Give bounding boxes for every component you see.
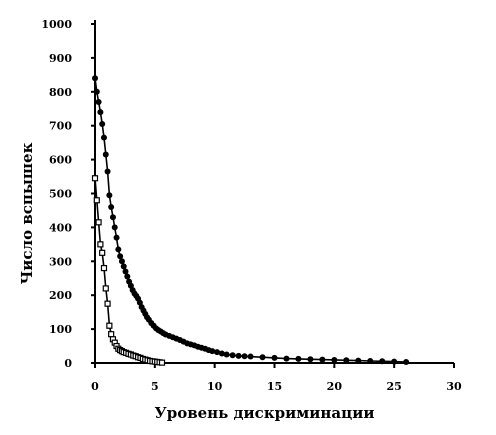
data-point (331, 356, 338, 363)
data-point (355, 357, 362, 364)
data-point (271, 354, 278, 361)
data-point (93, 197, 100, 204)
data-point (97, 241, 104, 248)
data-point (108, 204, 115, 211)
data-point (92, 75, 98, 82)
data-point (106, 322, 113, 329)
data-point (95, 219, 102, 226)
data-point (241, 353, 248, 360)
data-point (91, 175, 99, 182)
data-point (113, 234, 120, 241)
data-point (102, 151, 109, 158)
x-tick-label: 10 (207, 380, 223, 393)
data-point (93, 88, 100, 95)
data-point (235, 352, 242, 359)
data-point (283, 355, 290, 362)
data-point (307, 356, 314, 363)
y-tick-label: 500 (49, 188, 72, 201)
data-point (115, 246, 122, 253)
y-tick-label: 600 (49, 154, 72, 167)
y-axis-title: Число вспышек (18, 142, 36, 284)
y-tick-label: 300 (49, 255, 72, 268)
y-tick-label: 200 (49, 289, 72, 302)
data-point (95, 98, 102, 105)
data-point (218, 350, 225, 357)
y-tick-label: 1000 (41, 18, 72, 31)
data-point (97, 109, 104, 116)
data-point (403, 358, 410, 365)
y-tick-label: 0 (64, 357, 72, 370)
data-point (319, 356, 326, 363)
data-point (259, 354, 266, 361)
labels: 0 100 200 300 400 500 600 700 800 900 1000 0 5 10 15 20… (18, 18, 462, 422)
data-point (118, 258, 125, 265)
data-point (106, 192, 113, 199)
data-point (104, 300, 111, 307)
x-tick-label: 0 (91, 380, 99, 393)
data-point (99, 121, 106, 128)
data-point (102, 285, 109, 292)
data-point (104, 168, 111, 175)
x-tick-label: 5 (151, 380, 159, 393)
y-tick-label: 400 (49, 221, 72, 234)
data-point (99, 249, 106, 256)
data-point (229, 352, 236, 359)
data-point (391, 358, 398, 365)
x-tick-label: 20 (327, 380, 343, 393)
y-tick-label: 800 (49, 86, 72, 99)
data-point (122, 268, 129, 275)
data-point (158, 359, 166, 366)
data-point (223, 351, 230, 358)
series-1 (92, 75, 410, 365)
data-point (214, 349, 221, 356)
series-1-line (94, 78, 407, 363)
data-point (247, 353, 254, 360)
data-point (111, 224, 118, 231)
y-tick-label: 700 (49, 120, 72, 133)
data-point (109, 214, 116, 221)
data-point (100, 264, 108, 272)
x-tick-label: 25 (387, 380, 402, 393)
series-layer (91, 75, 410, 366)
data-point (108, 331, 115, 338)
data-point (295, 355, 302, 362)
x-axis-title: Уровень дискриминации (155, 404, 375, 422)
y-tick-label: 100 (49, 323, 72, 336)
data-point (100, 134, 107, 141)
x-tick-label: 15 (267, 380, 282, 393)
data-point (209, 348, 216, 355)
x-tick-label: 30 (446, 380, 462, 393)
data-point (379, 358, 386, 365)
data-point (120, 263, 127, 270)
data-point (367, 357, 374, 364)
data-point (124, 273, 131, 280)
series-2 (91, 175, 166, 366)
data-point (117, 253, 124, 260)
y-tick-label: 900 (49, 52, 72, 65)
data-point (343, 357, 350, 364)
